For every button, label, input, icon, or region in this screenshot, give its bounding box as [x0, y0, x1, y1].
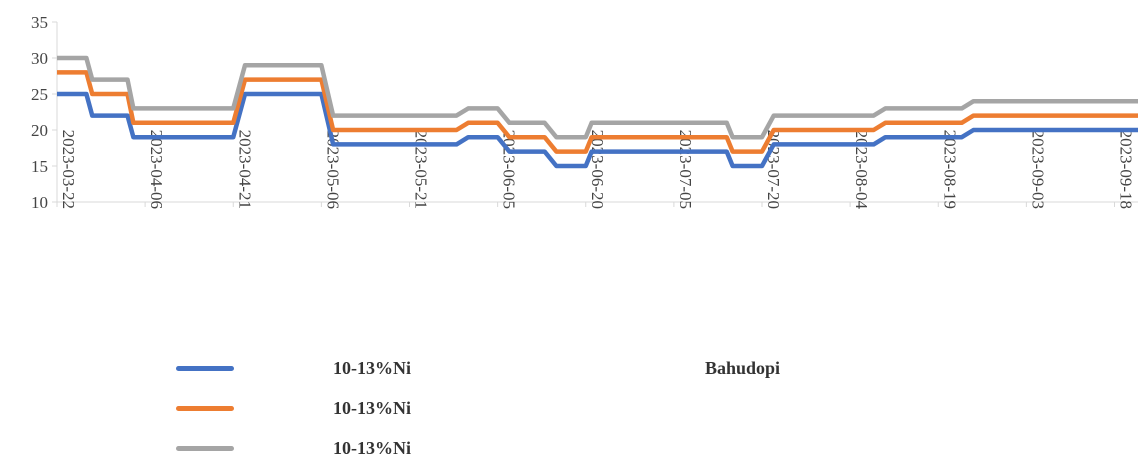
y-tick-label: 20	[31, 121, 48, 140]
series-line-1	[57, 91, 1138, 169]
x-tick-label: 2023-04-06	[147, 130, 166, 209]
x-tick-label: 2023-05-06	[323, 130, 342, 209]
y-tick-label: 10	[31, 193, 48, 212]
y-axis: 10 15 20 25 30 35	[31, 13, 58, 212]
x-tick-label: 2023-08-04	[852, 130, 871, 210]
x-tick-label: 2023-04-21	[235, 130, 254, 209]
legend-label-2: 10-13%Ni	[333, 397, 411, 418]
x-tick-label: 2023-09-18	[1117, 130, 1136, 209]
legend-swatch-3	[176, 445, 234, 451]
legend: 10-13%Ni Bahudopi 10-13%Ni 10-13%Ni	[0, 340, 1140, 462]
y-tick-label: 30	[31, 49, 48, 68]
legend-item: 10-13%Ni	[0, 388, 1140, 428]
x-tick-label: 2023-09-03	[1028, 130, 1047, 209]
line-chart: 10 15 20 25 30 35 2023-03-22 2023-04-06 2023-04…	[31, 13, 1138, 212]
series-line-2	[57, 70, 1138, 154]
x-tick-label: 2023-07-05	[676, 130, 695, 209]
y-tick-label: 35	[31, 13, 48, 32]
x-tick-label: 2023-08-19	[940, 130, 959, 209]
legend-item: 10-13%Ni	[0, 428, 1140, 468]
x-tick-label: 2023-03-22	[59, 130, 78, 209]
y-tick-label: 15	[31, 157, 48, 176]
legend-swatch-2	[176, 405, 234, 411]
y-tick-label: 25	[31, 85, 48, 104]
legend-label-1: 10-13%Ni	[333, 357, 411, 378]
x-tick-label: 2023-05-21	[412, 130, 431, 209]
x-axis: 2023-03-22 2023-04-06 2023-04-21 2023-05-06…	[56, 130, 1138, 210]
series-line-3	[57, 55, 1138, 140]
legend-swatch-1	[176, 365, 234, 371]
legend-item: 10-13%Ni Bahudopi	[0, 348, 1140, 388]
legend-annotation: Bahudopi	[705, 357, 781, 378]
legend-label-3: 10-13%Ni	[333, 437, 411, 458]
series-layer	[57, 55, 1138, 169]
